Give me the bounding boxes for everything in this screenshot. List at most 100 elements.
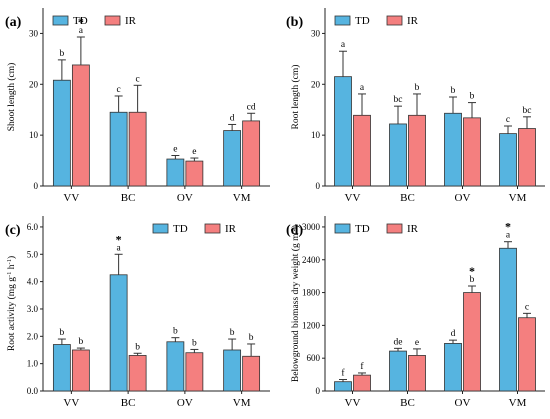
panel-letter: (c) [5,223,21,238]
panel-letter: (b) [286,15,303,30]
y-tick-label: 20 [29,79,39,89]
y-tick-label: 10 [29,130,39,140]
legend-swatch-td [152,223,169,234]
significance-letter: b [451,86,456,96]
legend: TD IR [334,15,419,27]
y-tick-label: 5.0 [27,249,39,259]
significance-letter: f [341,368,345,379]
significance-letter: c [506,115,510,125]
significance-letter: b [135,342,140,352]
significance-letter: d [451,329,456,339]
bar-ir [71,64,90,187]
x-tick-label: VV [63,397,79,409]
x-tick-label: VM [509,397,527,409]
x-tick-label: BC [121,192,136,204]
legend-swatch-td [52,15,69,26]
legend-swatch-td [334,223,351,234]
y-tick-label: 2.0 [27,331,39,341]
legend-swatch-ir [204,223,221,234]
legend-label: TD [355,15,370,27]
bar-td [389,123,407,187]
y-tick-label: 1.0 [27,359,39,369]
significance-letter: c [136,74,140,84]
significance-letter: de [394,337,403,347]
y-axis-label-superscript: -2 [290,228,297,233]
legend-label: TD [73,15,88,27]
significance-letter: e [173,144,177,154]
bar-td [334,76,352,187]
x-tick-label: BC [121,397,136,409]
y-axis-label-superscript: -1 [6,272,13,277]
bar-td [52,79,71,187]
y-tick-label: 20 [311,79,321,89]
y-tick-label: 0 [34,181,39,191]
chart-panel-1: (a) 0 10 20 30 Shoot length (cm) VV b a* BC c c OV e e… [5,8,270,204]
x-tick-label: VV [63,192,79,204]
y-axis-label-part: h [7,264,17,271]
bar-ir [518,317,536,392]
bar-td [52,344,71,392]
significance-star: * [505,220,511,234]
y-tick-label: 0 [316,386,321,396]
legend: TD IR [334,223,419,235]
significance-star: * [78,15,84,29]
significance-letter: b [470,92,475,102]
significance-letter: a [117,243,122,253]
bar-td [444,343,462,392]
y-tick-label: 0 [316,181,321,191]
significance-letter: cd [247,102,256,112]
bar-td [444,112,462,187]
bar-ir [463,117,481,187]
legend-label: IR [407,15,419,27]
y-tick-label: 30 [311,28,321,38]
x-tick-label: BC [400,397,415,409]
significance-letter: b [470,275,475,285]
significance-letter: a [341,40,346,50]
legend-swatch-ir [104,15,121,26]
bar-td [389,350,407,392]
y-tick-label: 1800 [302,288,321,298]
x-tick-label: VV [345,397,361,409]
significance-letter: bc [523,106,532,116]
significance-letter: d [230,113,235,123]
legend-label: IR [407,223,419,235]
significance-star: * [469,264,475,278]
bar-td [223,130,242,187]
bar-ir [463,292,481,392]
bar-ir [408,114,426,187]
y-tick-label: 2400 [302,255,321,265]
panel-letter: (a) [5,15,22,30]
bar-ir [242,355,261,392]
x-tick-label: VV [345,192,361,204]
x-tick-label: OV [455,192,471,204]
y-tick-label: 30 [29,28,39,38]
y-tick-label: 600 [307,353,321,363]
y-tick-label: 10 [311,130,321,140]
bar-ir [185,352,204,392]
bar-ir [408,355,426,392]
y-axis-label: Root length (cm) [290,65,301,130]
bar-ir [185,160,204,187]
bar-ir [128,355,147,392]
y-axis-label-part: ) [6,256,17,259]
significance-letter: e [415,338,419,348]
legend: TD IR [52,15,137,27]
y-axis-label: Root activity (mg g-1 h-1) [6,256,18,351]
chart-panel-3: (c) 0.0 1.0 2.0 3.0 4.0 5.0 6.0 Root activity (m… [5,216,270,409]
y-tick-label: 3000 [302,222,321,232]
bar-td [166,158,185,187]
y-tick-label: 3.0 [27,304,39,314]
x-tick-label: OV [177,397,193,409]
significance-letter: b [173,327,178,337]
significance-letter: a [360,83,365,93]
chart-panel-2: (b) 0 10 20 30 Root length (cm) VV a a BC bc b OV b b V… [286,8,545,204]
significance-letter: e [192,147,196,157]
significance-letter: a [79,26,84,36]
significance-letter: a [506,231,511,241]
x-tick-label: BC [400,192,415,204]
x-tick-label: VM [233,192,251,204]
bar-ir [518,128,536,187]
legend-label: IR [225,223,237,235]
